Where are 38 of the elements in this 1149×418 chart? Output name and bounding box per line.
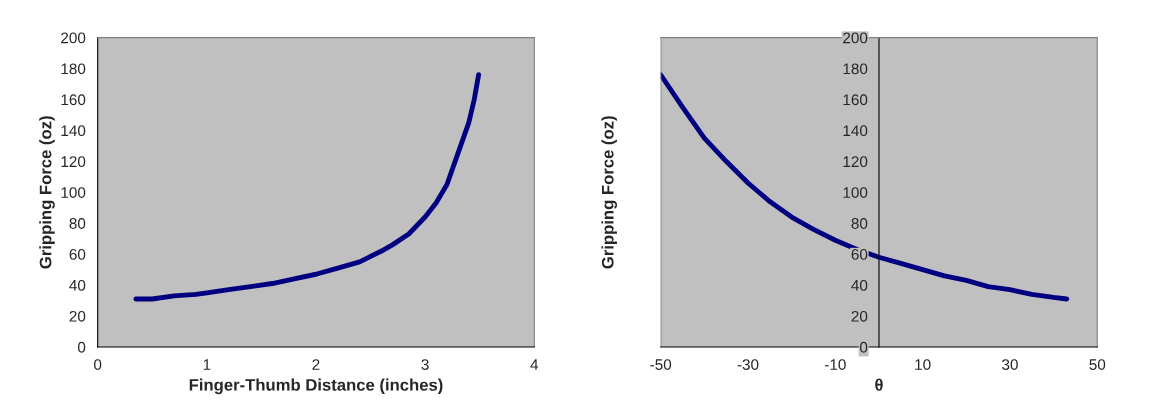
x-tick-label: 1 [203, 359, 211, 370]
y-tick-label: 140 [843, 125, 868, 137]
y-tick-label: 0 [77, 341, 86, 353]
x-tick-label: 10 [915, 359, 931, 370]
y-tick-label: 160 [61, 94, 86, 106]
y-axis-title: Gripping Force (oz) [601, 116, 618, 269]
y-tick-label: 80 [69, 218, 86, 229]
y-tick-label: 160 [843, 94, 868, 106]
y-tick-label: 140 [61, 125, 86, 137]
y-tick-label: 180 [843, 63, 868, 75]
x-tick-label: 0 [94, 359, 102, 370]
y-tick-label: 80 [851, 218, 868, 229]
y-tick-label: 180 [61, 63, 86, 75]
y-tick-label: 200 [843, 32, 868, 44]
x-axis-title: Finger-Thumb Distance (inches) [189, 378, 443, 395]
y-tick-label: 120 [843, 156, 868, 168]
x-tick-label: -50 [650, 359, 672, 370]
x-tick-label: -10 [824, 359, 846, 370]
y-tick-label: 20 [69, 310, 86, 322]
y-tick-label: 40 [69, 279, 86, 291]
y-tick-label: 120 [61, 156, 86, 168]
y-axis-title: Gripping Force (oz) [39, 116, 55, 269]
x-tick-label: 3 [421, 359, 429, 370]
line-series [133, 72, 482, 302]
y-tick-label: 60 [69, 249, 86, 260]
y-tick-label: 40 [851, 279, 868, 291]
y-tick-label: 20 [851, 310, 868, 322]
y-tick-label: 0 [859, 341, 868, 353]
x-axis-title: θ [875, 378, 883, 391]
y-tick-label: 200 [61, 32, 86, 44]
y-tick-label: 100 [61, 187, 86, 198]
x-tick-label: 30 [1002, 359, 1018, 370]
x-tick-label: -30 [737, 359, 759, 370]
x-tick-label: 50 [1089, 359, 1106, 370]
x-tick-label: 2 [312, 359, 320, 370]
y-tick-label: 60 [851, 249, 868, 260]
x-tick-label: 4 [530, 359, 539, 370]
y-tick-label: 100 [843, 187, 868, 198]
